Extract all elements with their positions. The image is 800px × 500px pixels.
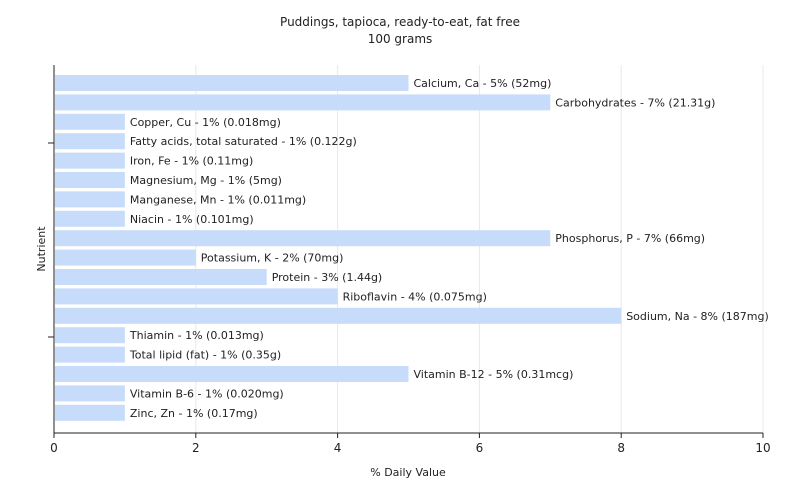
bar xyxy=(55,249,196,266)
bar-label: Magnesium, Mg - 1% (5mg) xyxy=(130,174,282,187)
x-axis-title: % Daily Value xyxy=(370,466,446,479)
bar-label: Iron, Fe - 1% (0.11mg) xyxy=(130,155,253,168)
bar-label: Riboflavin - 4% (0.075mg) xyxy=(343,290,487,303)
bar-label: Thiamin - 1% (0.013mg) xyxy=(129,329,264,342)
bar xyxy=(55,385,125,402)
bar xyxy=(55,327,125,344)
bar-label: Carbohydrates - 7% (21.31g) xyxy=(555,96,715,109)
bar-label: Potassium, K - 2% (70mg) xyxy=(201,252,344,265)
bar-label: Protein - 3% (1.44g) xyxy=(272,271,383,284)
bar xyxy=(55,288,338,305)
bar xyxy=(55,404,125,421)
bar xyxy=(55,113,125,130)
chart-title-block: Puddings, tapioca, ready-to-eat, fat fre… xyxy=(0,14,800,48)
x-tick-label: 4 xyxy=(334,441,342,455)
x-tick-label: 10 xyxy=(755,441,770,455)
x-tick-labels: 0 2 4 6 8 10 xyxy=(50,433,771,455)
bar-label: Manganese, Mn - 1% (0.011mg) xyxy=(130,193,306,206)
bar-label: Phosphorus, P - 7% (66mg) xyxy=(555,232,705,245)
bar xyxy=(55,172,125,188)
bar-label: Niacin - 1% (0.101mg) xyxy=(130,213,254,226)
bar-label: Calcium, Ca - 5% (52mg) xyxy=(414,77,552,90)
bar xyxy=(55,94,551,111)
chart-title: Puddings, tapioca, ready-to-eat, fat fre… xyxy=(280,15,520,29)
bar xyxy=(55,75,409,91)
bar-label: Sodium, Na - 8% (187mg) xyxy=(626,310,769,323)
x-tick-label: 8 xyxy=(617,441,625,455)
x-tick-label: 0 xyxy=(50,441,58,455)
axes xyxy=(48,65,763,434)
bar-label: Vitamin B-6 - 1% (0.020mg) xyxy=(130,387,284,400)
bar xyxy=(55,230,551,247)
bar xyxy=(55,191,125,208)
bar xyxy=(55,269,267,285)
bar-label: Copper, Cu - 1% (0.018mg) xyxy=(130,116,281,129)
y-axis-title: Nutrient xyxy=(35,226,48,272)
bar-label: Zinc, Zn - 1% (0.17mg) xyxy=(130,407,258,420)
bars: Calcium, Ca - 5% (52mg)Carbohydrates - 7… xyxy=(55,75,769,421)
x-tick-label: 2 xyxy=(192,441,200,455)
bar xyxy=(55,133,125,150)
bar xyxy=(55,152,125,169)
bar-label: Vitamin B-12 - 5% (0.31mcg) xyxy=(414,368,574,381)
bar-label: Total lipid (fat) - 1% (0.35g) xyxy=(129,349,281,362)
bar xyxy=(55,366,409,382)
bar xyxy=(55,307,622,324)
x-tick-label: 6 xyxy=(476,441,484,455)
chart-subtitle: 100 grams xyxy=(367,32,433,46)
bar-label: Fatty acids, total saturated - 1% (0.122… xyxy=(130,135,357,148)
bar xyxy=(55,210,125,227)
bar xyxy=(55,346,125,363)
